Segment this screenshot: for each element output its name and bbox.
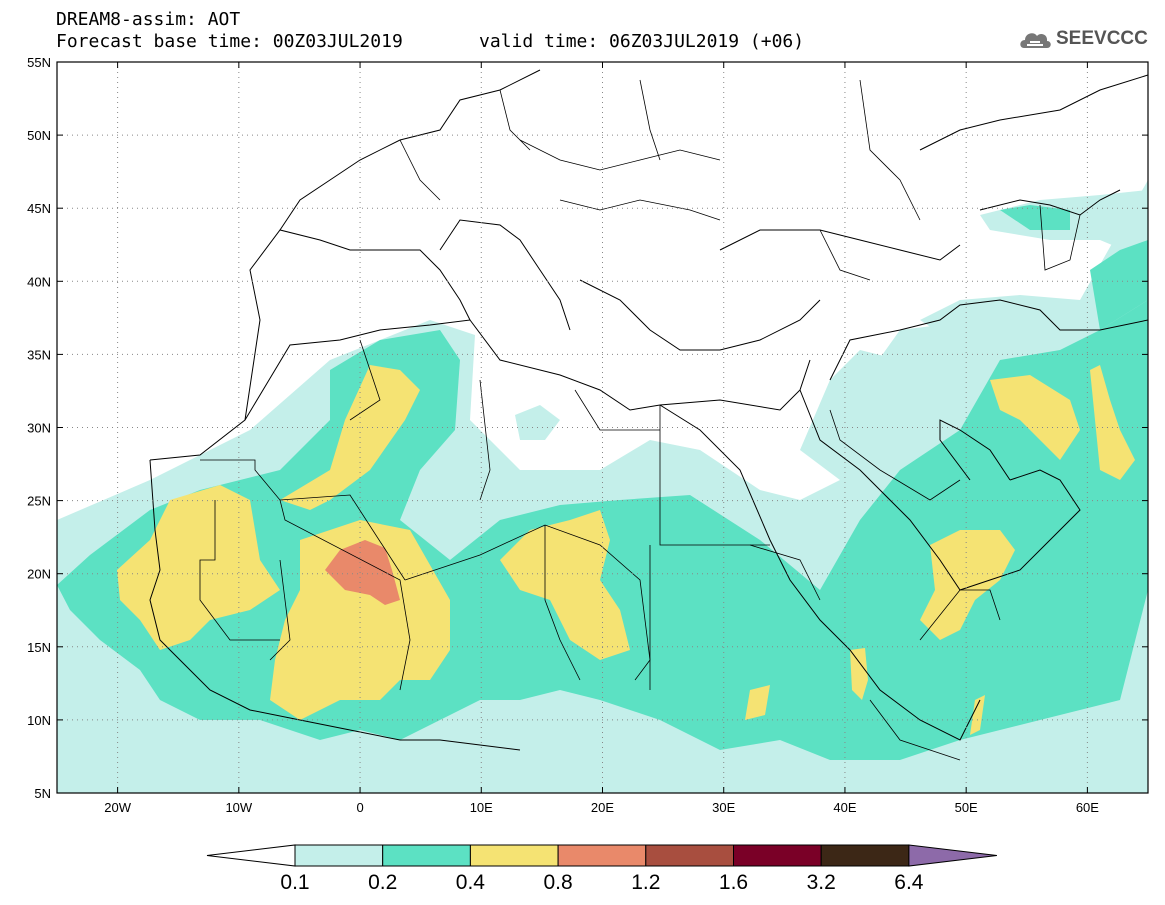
- lat-tick-label: 10N: [27, 713, 51, 728]
- lat-tick-label: 55N: [27, 55, 51, 70]
- lon-tick-label: 50E: [955, 800, 978, 815]
- lon-tick-label: 40E: [833, 800, 856, 815]
- lat-tick-label: 40N: [27, 274, 51, 289]
- cloud-icon: [1020, 33, 1051, 48]
- lon-tick-label: 20E: [591, 800, 614, 815]
- country-borders: [199, 79, 1081, 761]
- lat-tick-label: 20N: [27, 567, 51, 582]
- colorbar-box: [469, 844, 559, 867]
- colorbar-box: [733, 844, 822, 867]
- axis-ticks: 20W 10W 0 10E 20E 30E 40E 50E 60E 5N 10N 15N 20N 25N 3…: [27, 55, 1148, 815]
- lon-tick-label: 60E: [1076, 800, 1099, 815]
- lon-tick-label: 10W: [225, 800, 252, 815]
- colorbar-label: 3.2: [807, 871, 836, 894]
- colorbar-box: [382, 844, 471, 867]
- seevccc-logo: SEEVCCC: [1018, 24, 1153, 54]
- colorbar-box: [645, 844, 734, 867]
- colorbar-label: 1.6: [719, 871, 748, 894]
- valid-time: valid time: 06Z03JUL2019 (+06): [479, 31, 805, 52]
- colorbar-lower-arrow: [206, 844, 296, 867]
- colorbar-upper-arrow: [908, 844, 997, 867]
- forecast-base-time: Forecast base time: 00Z03JUL2019: [56, 31, 403, 52]
- lat-tick-label: 30N: [27, 421, 51, 436]
- lon-tick-label: 20W: [104, 800, 131, 815]
- colorbar-label: 0.2: [368, 871, 397, 894]
- colorbar-label: 0.8: [543, 871, 572, 894]
- aot-contour-0.4: [117, 365, 1135, 735]
- colorbar-box: [820, 844, 910, 867]
- colorbar-label: 1.2: [631, 871, 660, 894]
- map-title: DREAM8-assim: AOT: [56, 9, 241, 30]
- colorbar-label: 6.4: [894, 871, 924, 894]
- colorbar: 0.1 0.2 0.4 0.8 1.2 1.6 3.2 6.4: [206, 844, 997, 894]
- lon-tick-label: 10E: [470, 800, 493, 815]
- colorbar-box: [557, 844, 647, 867]
- lon-tick-label: 30E: [712, 800, 735, 815]
- lat-tick-label: 15N: [27, 640, 51, 655]
- aot-contour-0.8: [325, 540, 400, 605]
- colorbar-label: 0.1: [280, 871, 309, 894]
- lat-tick-label: 25N: [27, 494, 51, 509]
- graticule: [57, 62, 1148, 793]
- lat-tick-label: 50N: [27, 128, 51, 143]
- time-info: Forecast base time: 00Z03JUL2019 valid t…: [56, 32, 804, 92]
- lat-tick-label: 35N: [27, 347, 51, 362]
- lon-tick-label: 0: [356, 800, 363, 815]
- map-frame: [56, 61, 1149, 794]
- lat-tick-label: 5N: [34, 786, 51, 801]
- colorbar-box: [294, 844, 384, 867]
- colorbar-label: 0.4: [456, 871, 486, 894]
- lat-tick-label: 45N: [27, 201, 51, 216]
- aot-field: [57, 180, 1148, 793]
- logo-text: SEEVCCC: [1056, 28, 1148, 49]
